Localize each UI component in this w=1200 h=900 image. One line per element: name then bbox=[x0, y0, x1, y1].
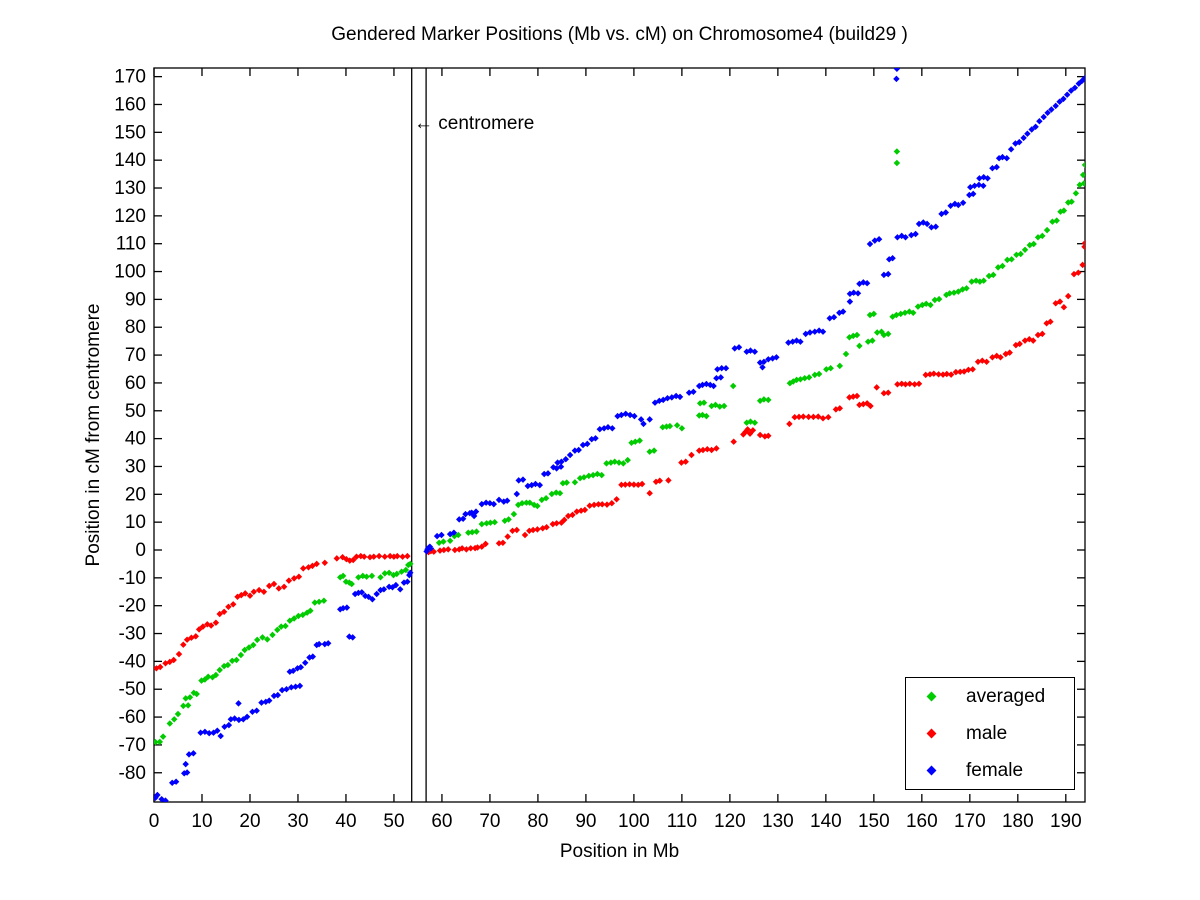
svg-text:40: 40 bbox=[125, 429, 146, 450]
svg-text:120: 120 bbox=[114, 206, 146, 227]
series-averaged bbox=[154, 148, 1085, 746]
svg-text:50: 50 bbox=[383, 811, 404, 832]
svg-text:170: 170 bbox=[954, 811, 986, 832]
svg-text:30: 30 bbox=[287, 811, 308, 832]
svg-text:-70: -70 bbox=[119, 735, 146, 756]
legend-entry-averaged: averaged bbox=[906, 680, 1074, 713]
svg-text:90: 90 bbox=[125, 289, 146, 310]
svg-text:70: 70 bbox=[125, 345, 146, 366]
male-marker-icon bbox=[926, 728, 937, 739]
svg-text:50: 50 bbox=[125, 401, 146, 422]
svg-text:10: 10 bbox=[125, 512, 146, 533]
svg-text:60: 60 bbox=[431, 811, 452, 832]
legend-entry-female: female bbox=[906, 754, 1074, 787]
svg-text:160: 160 bbox=[906, 811, 938, 832]
series-male bbox=[154, 239, 1085, 672]
svg-text:10: 10 bbox=[191, 811, 212, 832]
chart-title: Gendered Marker Positions (Mb vs. cM) on… bbox=[331, 24, 908, 45]
svg-text:20: 20 bbox=[239, 811, 260, 832]
svg-text:-20: -20 bbox=[119, 596, 146, 617]
svg-text:40: 40 bbox=[335, 811, 356, 832]
svg-text:110: 110 bbox=[116, 234, 146, 255]
svg-text:-80: -80 bbox=[119, 763, 146, 784]
svg-text:90: 90 bbox=[575, 811, 596, 832]
legend-label-averaged: averaged bbox=[966, 685, 1046, 707]
svg-text:-30: -30 bbox=[119, 624, 146, 645]
svg-text:150: 150 bbox=[114, 122, 146, 143]
svg-text:-40: -40 bbox=[119, 651, 146, 672]
svg-text:0: 0 bbox=[135, 540, 146, 561]
legend: averaged male female bbox=[905, 677, 1075, 790]
svg-text:110: 110 bbox=[667, 811, 697, 832]
svg-text:70: 70 bbox=[479, 811, 500, 832]
svg-text:140: 140 bbox=[810, 811, 842, 832]
svg-text:100: 100 bbox=[114, 262, 146, 283]
series-female bbox=[154, 68, 1085, 802]
svg-text:-10: -10 bbox=[119, 568, 146, 589]
female-marker-icon bbox=[926, 765, 937, 776]
svg-text:120: 120 bbox=[714, 811, 746, 832]
svg-text:160: 160 bbox=[114, 94, 146, 115]
svg-text:140: 140 bbox=[114, 150, 146, 171]
svg-text:150: 150 bbox=[858, 811, 890, 832]
svg-text:190: 190 bbox=[1050, 811, 1082, 832]
svg-text:80: 80 bbox=[527, 811, 548, 832]
svg-text:130: 130 bbox=[762, 811, 794, 832]
averaged-marker-icon bbox=[926, 691, 937, 702]
svg-text:100: 100 bbox=[618, 811, 650, 832]
svg-text:60: 60 bbox=[125, 373, 146, 394]
svg-text:-60: -60 bbox=[119, 707, 146, 728]
legend-label-female: female bbox=[966, 759, 1024, 781]
svg-text:180: 180 bbox=[1002, 811, 1034, 832]
svg-text:-50: -50 bbox=[119, 679, 146, 700]
centromere-annotation: ← centromere bbox=[414, 113, 535, 134]
x-axis-label: Position in Mb bbox=[559, 841, 680, 862]
legend-entry-male: male bbox=[906, 717, 1074, 750]
svg-text:170: 170 bbox=[114, 67, 146, 88]
svg-text:0: 0 bbox=[149, 811, 160, 832]
svg-text:30: 30 bbox=[125, 456, 146, 477]
legend-label-male: male bbox=[966, 722, 1008, 744]
svg-text:80: 80 bbox=[125, 317, 146, 338]
svg-text:130: 130 bbox=[114, 178, 146, 199]
svg-text:20: 20 bbox=[125, 484, 146, 505]
